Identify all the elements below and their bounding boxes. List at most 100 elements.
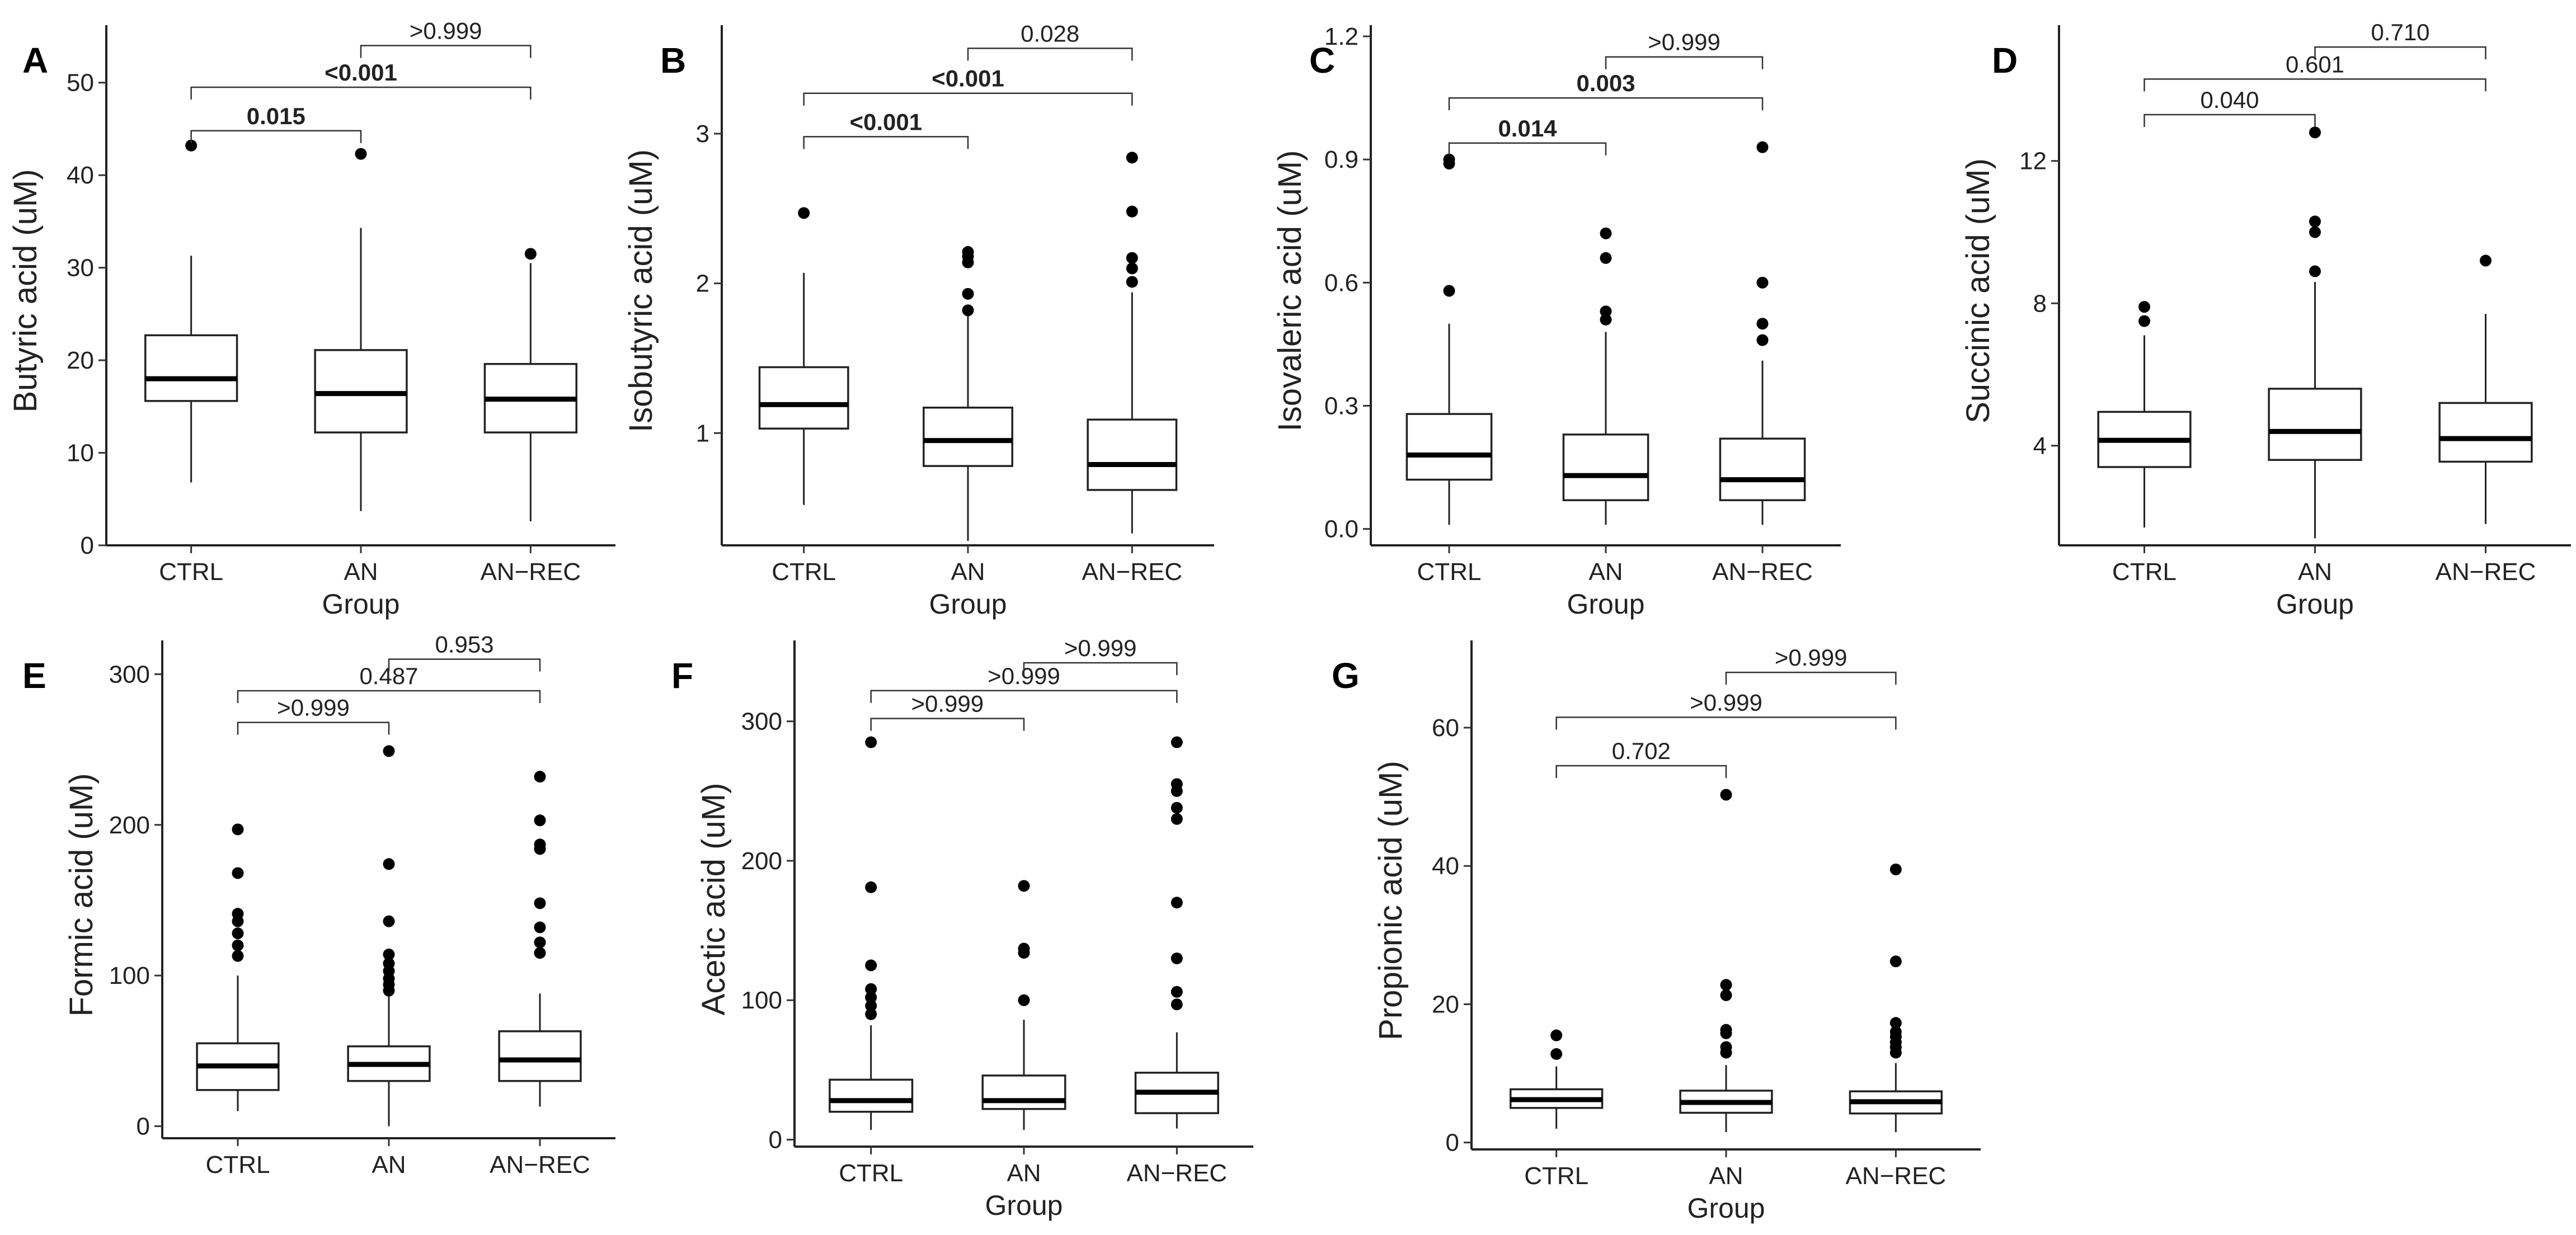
y-tick-label: 300 xyxy=(741,708,782,736)
x-tick-label: AN−REC xyxy=(490,1151,590,1179)
outlier-point xyxy=(232,823,244,836)
p-value-label: >0.999 xyxy=(410,18,482,44)
outlier-point xyxy=(1018,994,1030,1006)
comparison-bracket: <0.001 xyxy=(190,59,532,100)
box-1 xyxy=(2268,126,2362,539)
bracket-line xyxy=(967,48,1133,61)
outlier-point xyxy=(1600,227,1612,239)
outlier-point xyxy=(1756,276,1769,289)
outlier-point xyxy=(534,897,546,909)
bracket-line xyxy=(870,718,1025,731)
outlier-point xyxy=(1126,152,1138,164)
bracket-line xyxy=(1448,97,1764,111)
outlier-point xyxy=(524,248,537,260)
panel-f: F 0 100 200 300 Acetic acid (uM) CTRL AN AN−REC G… xyxy=(671,635,1253,1221)
outlier-point xyxy=(1126,252,1138,264)
y-tick-label: 200 xyxy=(741,847,782,875)
outlier-point xyxy=(962,287,974,300)
outlier-point xyxy=(962,246,974,258)
x-tick-label: AN−REC xyxy=(2436,558,2536,586)
outlier-point xyxy=(1720,989,1732,1001)
y-axis-label: Succinic acid (uM) xyxy=(1960,158,1996,423)
outlier-point xyxy=(232,939,244,951)
box-iqr xyxy=(923,407,1013,467)
y-tick-label: 60 xyxy=(1432,714,1459,742)
box-1 xyxy=(923,246,1013,541)
box-0 xyxy=(829,736,914,1130)
outlier-point xyxy=(383,745,395,757)
comparison-bracket: 0.003 xyxy=(1448,70,1764,111)
comparison-bracket: >0.999 xyxy=(360,18,532,58)
x-tick-label: AN xyxy=(2298,558,2332,586)
y-tick-label: 20 xyxy=(1432,991,1459,1018)
box-2 xyxy=(2438,254,2533,524)
outlier-point xyxy=(2138,315,2150,327)
outlier-point xyxy=(232,950,244,962)
y-tick-label: 0 xyxy=(81,532,94,559)
x-axis-label: Group xyxy=(1687,1192,1765,1224)
comparison-bracket: >0.999 xyxy=(870,691,1025,731)
comparison-bracket: 0.953 xyxy=(388,631,541,672)
outlier-point xyxy=(1600,305,1612,318)
outlier-point xyxy=(1126,205,1138,218)
bracket-line xyxy=(1725,671,1897,685)
panel-letter: C xyxy=(1309,40,1335,81)
x-tick-label: AN xyxy=(951,558,985,586)
y-tick-label: 8 xyxy=(2033,290,2047,317)
comparison-bracket: 0.040 xyxy=(2143,87,2316,127)
outlier-point xyxy=(1756,318,1769,330)
outlier-point xyxy=(1443,285,1455,297)
outlier-point xyxy=(1550,1048,1563,1060)
y-tick-label: 40 xyxy=(1432,852,1459,880)
p-value-label: 0.710 xyxy=(2371,19,2429,45)
bracket-line xyxy=(803,136,969,149)
box-0 xyxy=(2097,301,2192,528)
box-0 xyxy=(196,823,280,1111)
box-0 xyxy=(758,207,849,505)
x-tick-label: CTRL xyxy=(206,1151,270,1179)
p-value-label: <0.001 xyxy=(932,65,1004,92)
box-0 xyxy=(1510,1029,1604,1129)
outlier-point xyxy=(962,304,974,317)
comparison-bracket: >0.999 xyxy=(1725,644,1897,685)
outlier-point xyxy=(1600,252,1612,264)
p-value-label: 0.003 xyxy=(1576,70,1635,96)
box-1 xyxy=(347,745,431,1126)
outlier-point xyxy=(865,881,877,893)
comparison-bracket: >0.999 xyxy=(1605,29,1764,69)
y-tick-label: 50 xyxy=(67,69,94,97)
y-axis-label: Butyric acid (uM) xyxy=(7,169,44,412)
outlier-point xyxy=(865,959,877,972)
comparison-bracket: >0.999 xyxy=(1555,689,1897,730)
outlier-point xyxy=(1171,998,1183,1011)
y-axis-label: Acetic acid (uM) xyxy=(695,783,732,1016)
x-tick-label: AN−REC xyxy=(1126,1159,1227,1187)
outlier-point xyxy=(1018,942,1030,955)
outlier-point xyxy=(1126,262,1138,275)
p-value-label: >0.999 xyxy=(1775,644,1848,671)
outlier-point xyxy=(383,958,395,970)
comparison-bracket: <0.001 xyxy=(803,109,969,149)
p-value-label: <0.001 xyxy=(850,109,923,135)
y-tick-label: 0.9 xyxy=(1324,146,1358,173)
outlier-point xyxy=(1889,1017,1902,1029)
comparison-bracket: >0.999 xyxy=(1023,635,1178,675)
outlier-point xyxy=(798,207,810,219)
box-iqr xyxy=(2438,402,2533,463)
y-tick-label: 1 xyxy=(696,419,709,447)
x-tick-label: CTRL xyxy=(1417,558,1482,586)
outlier-point xyxy=(1171,897,1183,909)
x-axis-label: Group xyxy=(985,1190,1063,1221)
outlier-point xyxy=(2309,126,2321,139)
p-value-label: 0.040 xyxy=(2200,87,2259,113)
p-value-label: >0.999 xyxy=(911,691,984,717)
outlier-point xyxy=(185,139,198,152)
p-value-label: 0.015 xyxy=(247,103,305,129)
x-tick-label: AN−REC xyxy=(1712,558,1813,586)
outlier-point xyxy=(232,867,244,879)
box-iqr xyxy=(1562,433,1649,502)
box-2 xyxy=(1134,736,1219,1129)
y-tick-label: 30 xyxy=(67,254,94,282)
x-tick-label: AN−REC xyxy=(1845,1162,1946,1190)
